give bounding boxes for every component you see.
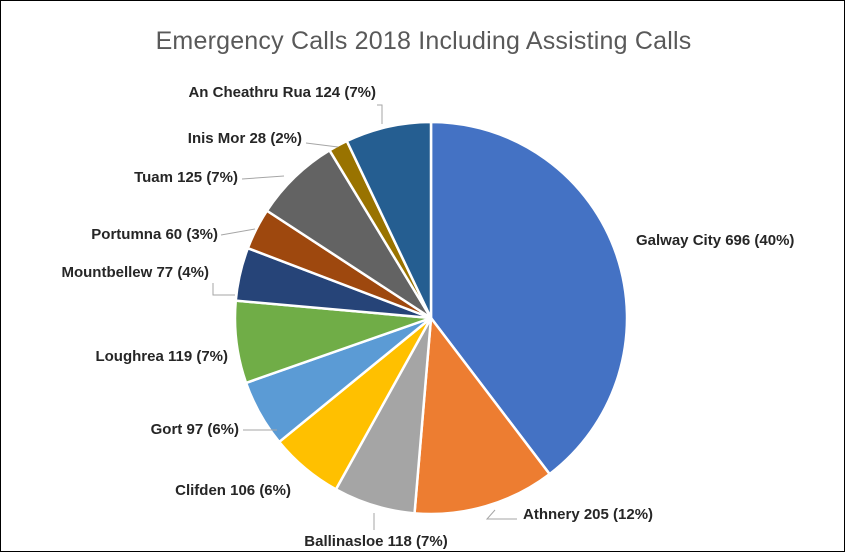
leader-line-inis-mor	[305, 142, 339, 148]
data-label-mountbellew: Mountbellew 77 (4%)	[61, 264, 209, 281]
leader-line-athnery	[485, 509, 517, 520]
data-label-portumna: Portumna 60 (3%)	[91, 226, 218, 243]
pie-slice-an-cheathru-rua	[345, 120, 433, 320]
data-label-gort: Gort 97 (6%)	[151, 421, 239, 438]
leader-line-mountbellew	[212, 283, 235, 296]
data-label-inis-mor: Inis Mor 28 (2%)	[188, 130, 302, 147]
data-label-loughrea: Loughrea 119 (7%)	[95, 348, 228, 365]
data-label-an-cheathru-rua: An Cheathru Rua 124 (7%)	[188, 84, 376, 101]
data-label-athnery: Athnery 205 (12%)	[523, 506, 653, 523]
leader-line-tuam	[241, 175, 285, 180]
data-label-ballinasloe: Ballinasloe 118 (7%)	[304, 533, 447, 550]
pie-slice-galway-city	[429, 120, 629, 476]
chart-title: Emergency Calls 2018 Including Assisting…	[155, 27, 692, 55]
data-label-tuam: Tuam 125 (7%)	[134, 169, 238, 186]
data-label-clifden: Clifden 106 (6%)	[175, 482, 291, 499]
data-labels: Galway City 696 (40%) Athnery 205 (12%) Ba…	[61, 84, 794, 550]
leader-line-an-cheathru-rua	[377, 104, 383, 124]
pie-slices	[233, 120, 629, 516]
pie-slice-athnery	[413, 316, 551, 516]
leader-line-portumna	[220, 228, 256, 236]
leader-lines	[212, 104, 517, 530]
data-label-galway-city: Galway City 696 (40%)	[636, 232, 794, 249]
